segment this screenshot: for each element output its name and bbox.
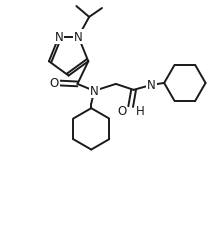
Text: H: H <box>136 105 145 118</box>
Text: N: N <box>55 31 63 44</box>
Text: O: O <box>50 77 59 90</box>
Text: N: N <box>90 85 99 98</box>
Text: N: N <box>147 79 156 92</box>
Text: N: N <box>74 31 83 44</box>
Text: O: O <box>117 105 126 118</box>
